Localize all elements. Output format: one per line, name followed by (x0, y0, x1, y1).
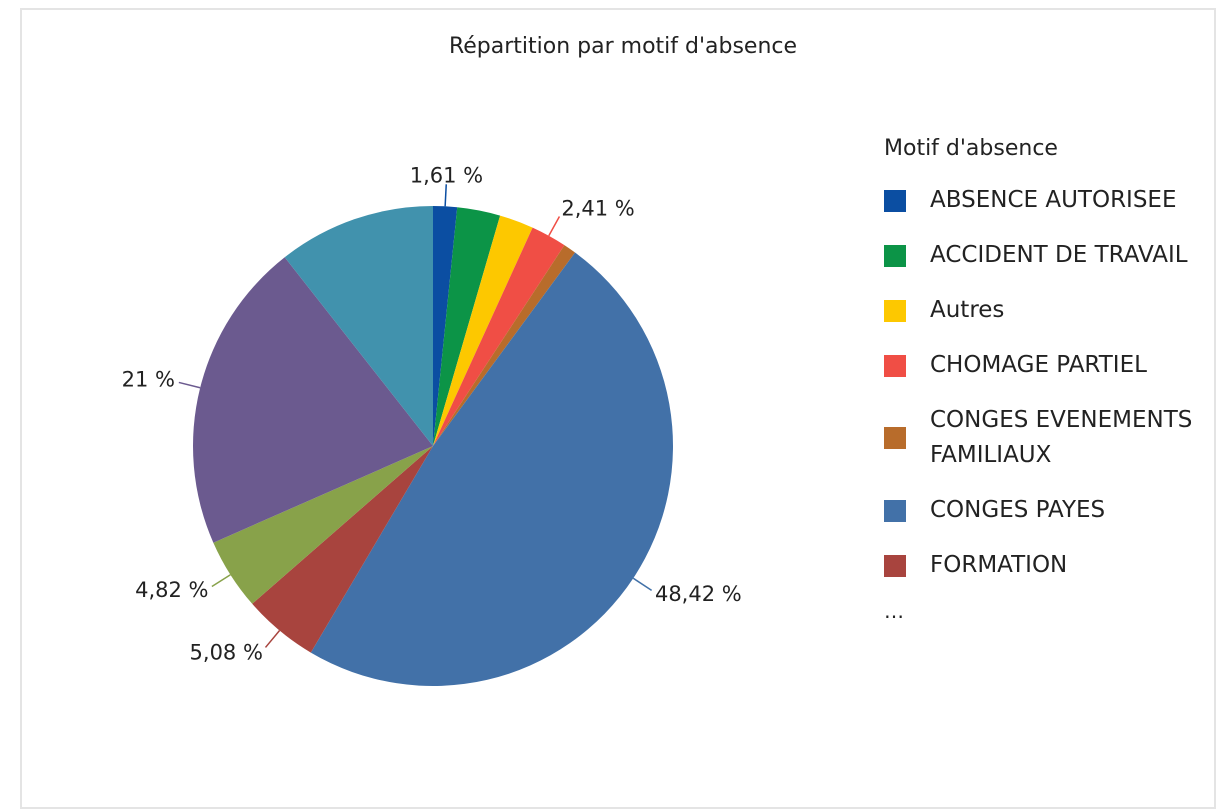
legend-swatch (884, 499, 906, 522)
legend-label: CHOMAGE PARTIEL (930, 352, 1147, 378)
legend-title: Motif d'absence (884, 136, 1058, 161)
chart-frame (20, 8, 1216, 809)
pie-slice (433, 207, 501, 446)
legend-swatch (884, 354, 906, 377)
data-label: 1,61 % (410, 163, 483, 187)
legend-label: ACCIDENT DE TRAVAIL (930, 242, 1188, 268)
data-label: 4,82 % (135, 578, 208, 602)
data-label: 2,41 % (561, 197, 634, 221)
pie-slice (433, 245, 576, 446)
legend-label: CONGES PAYES (930, 497, 1106, 523)
pie-slice (433, 206, 458, 446)
leader-line (211, 574, 231, 588)
leader-line (444, 184, 447, 207)
leader-line (548, 216, 561, 237)
legend-item: Autres (884, 293, 1204, 328)
leader-line (632, 577, 653, 592)
pie-slice (284, 206, 433, 446)
data-label: 5,08 % (190, 641, 263, 665)
legend-swatch (884, 189, 906, 212)
leader-line (264, 630, 281, 648)
legend-swatch (884, 244, 906, 267)
pie-slice (192, 257, 433, 543)
leader-line (178, 381, 201, 389)
legend-item: CHOMAGE PARTIEL (884, 348, 1204, 383)
legend-label: ABSENCE AUTORISEE (930, 187, 1177, 213)
legend-label: FORMATION (930, 552, 1068, 578)
legend-label: Autres (930, 297, 1005, 323)
legend-item: ABSENCE AUTORISEE (884, 183, 1204, 218)
pie-slice (213, 446, 433, 604)
legend-swatch (884, 427, 906, 449)
chart-title: Répartition par motif d'absence (449, 34, 797, 59)
pie-slice (310, 252, 674, 686)
legend-item: CONGES PAYES (884, 493, 1204, 528)
legend-swatch (884, 554, 906, 577)
pie-slice (252, 446, 433, 653)
data-label: 21 % (122, 367, 175, 391)
legend: Motif d'absence ABSENCE AUTORISEE ACCIDEN… (884, 136, 1204, 623)
legend-label: CONGES EVENEMENTS FAMILIAUX (930, 407, 1193, 468)
legend-item: CONGES EVENEMENTS FAMILIAUX (884, 403, 1204, 473)
pie-slice (433, 227, 565, 446)
legend-item: FORMATION (884, 548, 1204, 583)
data-label: 48,42 % (655, 582, 742, 606)
legend-more: … (884, 599, 904, 623)
legend-swatch (884, 299, 906, 322)
legend-item: ACCIDENT DE TRAVAIL (884, 238, 1204, 273)
pie-slice (433, 215, 533, 446)
